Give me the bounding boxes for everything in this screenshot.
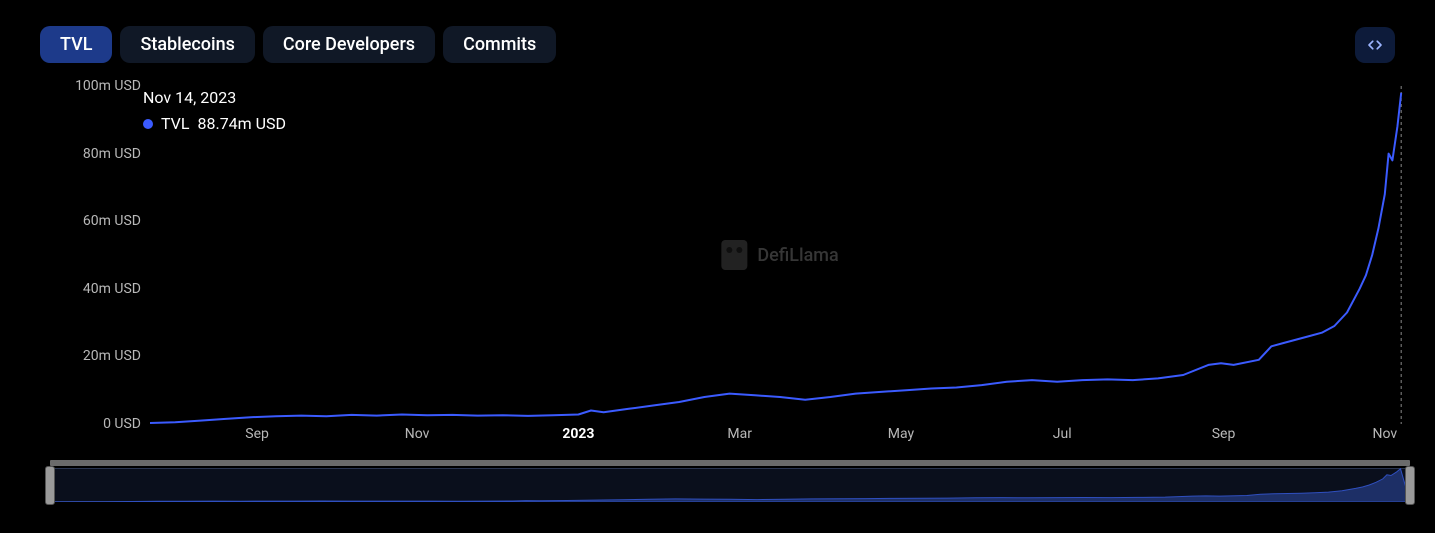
tab-commits[interactable]: Commits — [443, 26, 556, 63]
x-axis: Sep Nov 2023 Mar May Jul Sep Nov — [150, 424, 1410, 446]
tab-core-developers[interactable]: Core Developers — [263, 26, 435, 63]
x-tick: May — [888, 426, 914, 442]
brush-mini-svg — [50, 468, 1410, 502]
x-tick: Mar — [727, 426, 752, 442]
y-tick: 0 USD — [103, 416, 141, 432]
top-bar: TVLStablecoinsCore DevelopersCommits — [0, 0, 1435, 63]
y-axis: 0 USD20m USD40m USD60m USD80m USD100m US… — [50, 86, 145, 424]
y-tick: 20m USD — [83, 348, 141, 364]
chart-svg — [150, 86, 1410, 424]
x-tick: Nov — [1372, 426, 1397, 442]
chart-area: 0 USD20m USD40m USD60m USD80m USD100m US… — [50, 86, 1410, 446]
brush-handle-right[interactable] — [1405, 466, 1415, 505]
y-tick: 40m USD — [83, 281, 141, 297]
chart-line — [150, 93, 1401, 423]
x-tick: 2023 — [562, 426, 594, 442]
code-icon — [1366, 36, 1384, 54]
chart-plot[interactable]: DefiLlama — [150, 86, 1410, 424]
x-tick: Sep — [245, 426, 269, 442]
y-tick: 80m USD — [83, 146, 141, 162]
brush-mini-area — [50, 469, 1410, 502]
brush-track — [50, 460, 1410, 466]
x-tick: Nov — [405, 426, 430, 442]
x-tick: Sep — [1212, 426, 1236, 442]
x-tick: Jul — [1053, 426, 1072, 442]
tabs: TVLStablecoinsCore DevelopersCommits — [40, 26, 556, 63]
time-brush[interactable] — [50, 460, 1410, 502]
y-tick: 100m USD — [75, 78, 141, 94]
brush-handle-left[interactable] — [45, 466, 55, 505]
embed-button[interactable] — [1355, 27, 1395, 63]
tab-stablecoins[interactable]: Stablecoins — [120, 26, 254, 63]
y-tick: 60m USD — [83, 213, 141, 229]
tab-tvl[interactable]: TVL — [40, 26, 112, 63]
brush-mini-chart — [50, 468, 1410, 502]
